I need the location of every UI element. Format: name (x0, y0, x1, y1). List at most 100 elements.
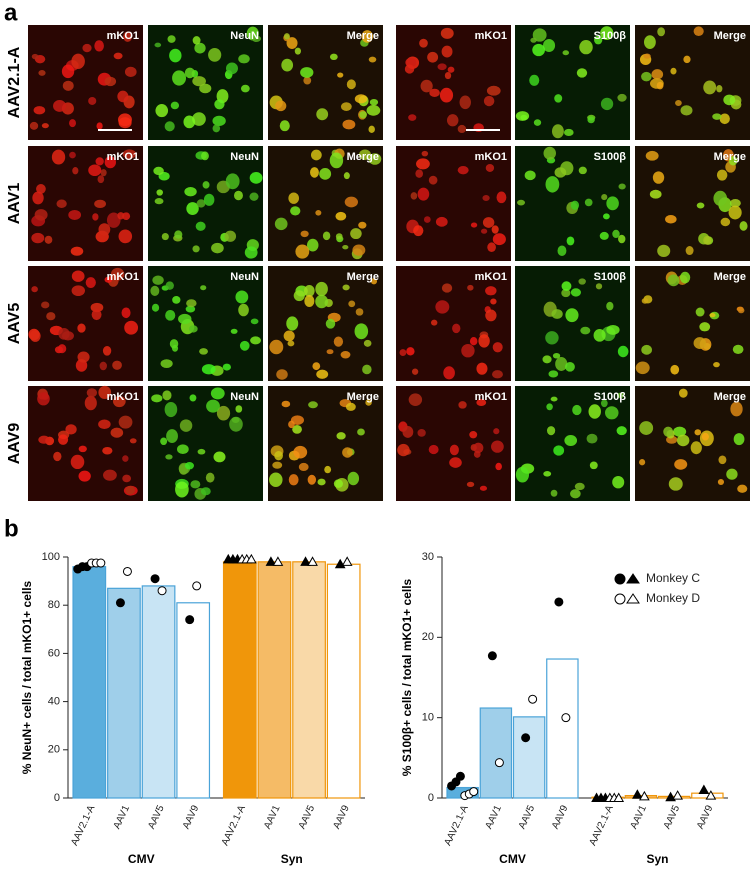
cell (441, 45, 453, 58)
cell (84, 395, 97, 411)
cell (189, 394, 197, 402)
cell (667, 274, 680, 287)
cell (552, 352, 561, 359)
cell (106, 212, 121, 228)
cell (644, 35, 656, 50)
cell (31, 232, 45, 244)
cell (532, 43, 545, 57)
cell (690, 441, 702, 455)
cell (124, 66, 137, 77)
cell (169, 48, 182, 63)
x-tick-label: AAV5 (297, 803, 318, 831)
cell (172, 295, 181, 304)
cell (589, 461, 598, 470)
cell (564, 435, 578, 446)
bar (479, 707, 513, 799)
cell (38, 435, 50, 444)
channel-label: mKO1 (107, 30, 139, 42)
cell (574, 482, 585, 491)
channel-label: Merge (714, 391, 746, 403)
cell (298, 462, 309, 472)
cell (251, 35, 262, 43)
cell (316, 108, 329, 121)
cell (112, 396, 126, 408)
data-point (487, 651, 497, 661)
cell (618, 234, 626, 244)
cell (287, 340, 295, 347)
cell (600, 97, 614, 111)
data-point (469, 787, 479, 797)
cell (444, 71, 452, 80)
bar (257, 561, 292, 799)
cell (78, 470, 91, 482)
x-tick-label: AAV2.1-A (588, 803, 616, 847)
cell (408, 393, 423, 406)
cell (492, 342, 503, 353)
channel-label: mKO1 (107, 151, 139, 163)
cell (300, 230, 309, 238)
cell (122, 455, 129, 462)
cell (550, 396, 558, 402)
cell (329, 53, 338, 61)
cell (113, 52, 123, 60)
cell (294, 47, 301, 55)
data-point (150, 574, 160, 584)
cell (177, 444, 189, 455)
micrograph (268, 266, 383, 381)
cell (184, 67, 195, 79)
cell (548, 370, 559, 378)
cell (222, 363, 231, 371)
cell (122, 474, 132, 483)
cell (553, 445, 565, 456)
cell (56, 199, 67, 209)
micrograph (28, 146, 143, 261)
data-point (494, 758, 504, 768)
cell (347, 471, 360, 486)
cell (206, 399, 220, 413)
cell (123, 31, 133, 42)
cell (359, 111, 367, 119)
data-point (157, 586, 167, 596)
cell (606, 324, 620, 335)
cell (186, 202, 199, 216)
cell (310, 167, 319, 178)
cell (344, 196, 358, 208)
y-tick-label: 80 (48, 599, 60, 611)
cell (283, 33, 290, 40)
cell (88, 96, 97, 105)
cell (104, 156, 116, 169)
cell (576, 68, 588, 78)
cell (38, 69, 46, 76)
cell (361, 30, 374, 43)
cell (358, 149, 371, 160)
y-tick-label: 30 (422, 551, 434, 563)
cell (368, 56, 377, 63)
cell (496, 191, 507, 204)
cell (578, 278, 586, 285)
cell (279, 120, 290, 132)
cell (652, 171, 665, 184)
x-tick-label: AAV9 (331, 803, 352, 831)
cell (737, 484, 748, 493)
channel-label: S100β (594, 391, 627, 403)
cell (410, 192, 418, 200)
cell (461, 343, 475, 358)
cell (696, 202, 705, 209)
cell (335, 233, 343, 240)
cell (295, 244, 310, 259)
cell (310, 149, 322, 161)
cell (41, 123, 49, 129)
cell (670, 67, 677, 75)
cell (202, 181, 210, 189)
cell (250, 318, 259, 325)
cell (225, 173, 240, 190)
x-tick-label: AAV1 (484, 803, 505, 831)
cell (565, 308, 579, 323)
x-tick-label: AAV1 (262, 803, 283, 831)
cell (336, 432, 346, 440)
cell (643, 53, 651, 59)
cell (29, 330, 41, 342)
cell (170, 101, 180, 110)
cell (188, 325, 198, 333)
